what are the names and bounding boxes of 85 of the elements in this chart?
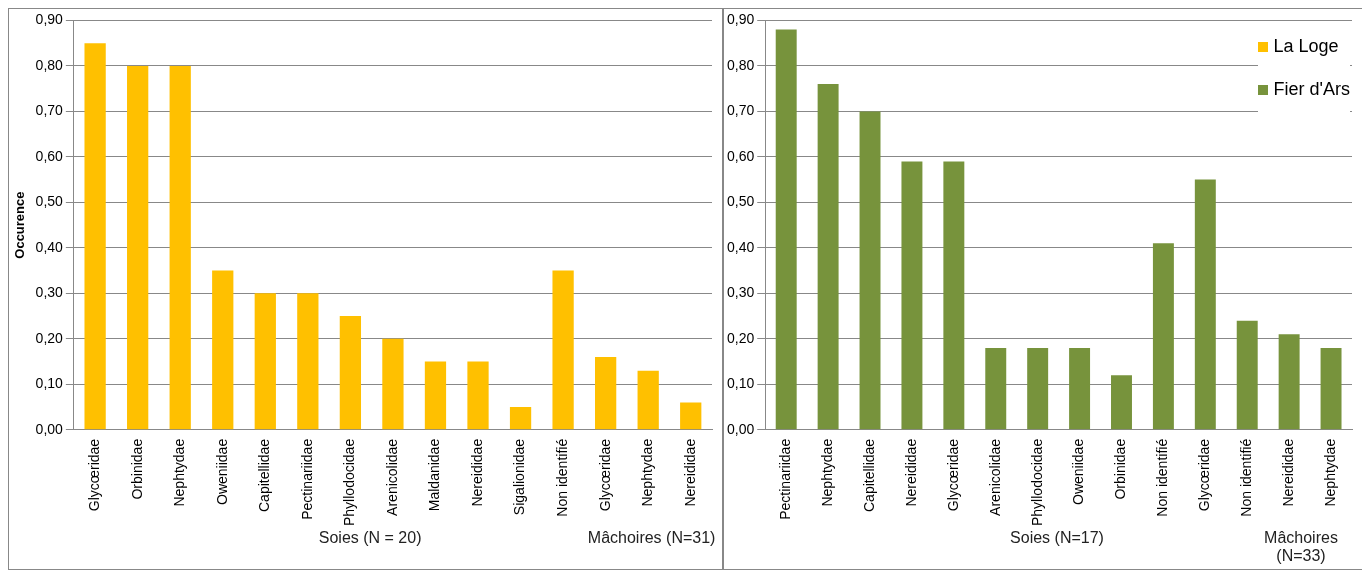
bar bbox=[775, 29, 797, 430]
x-tick-label: Nereididae bbox=[468, 438, 485, 507]
text: Soies (N = 20) bbox=[317, 529, 423, 548]
x-tick-label: Capitellidae bbox=[256, 438, 273, 512]
text: Mâchoires (N=31) bbox=[586, 529, 717, 548]
bar bbox=[467, 361, 489, 430]
bar bbox=[169, 65, 191, 430]
bar bbox=[1069, 347, 1091, 430]
bar bbox=[297, 293, 319, 430]
x-tick-label: Glycœridae bbox=[1196, 438, 1213, 512]
y-tick-label: 0,80 bbox=[35, 56, 64, 73]
y-tick-label: 0,10 bbox=[35, 375, 64, 392]
bar bbox=[1236, 320, 1258, 430]
text: Mâchoires (N=33) bbox=[1263, 529, 1339, 566]
x-tick-label: Nereididae bbox=[681, 438, 698, 507]
y-tick-label: 0,40 bbox=[727, 238, 755, 255]
bar bbox=[985, 347, 1007, 430]
bar bbox=[254, 293, 276, 430]
x-tick-label: Nereididae bbox=[1279, 438, 1296, 507]
bar bbox=[859, 111, 881, 430]
y-tick-label: 0,90 bbox=[35, 11, 64, 28]
y-tick-label: 0,20 bbox=[727, 329, 755, 346]
bar bbox=[382, 338, 404, 430]
x-tick-label: Orbinidae bbox=[1112, 438, 1129, 500]
y-tick-label: 0,60 bbox=[727, 147, 755, 164]
x-tick-label: Phyllodocidae bbox=[1028, 438, 1045, 526]
x-tick-label: Glycœridae bbox=[596, 438, 613, 512]
bar bbox=[595, 357, 617, 430]
bar bbox=[552, 270, 574, 430]
x-tick-label: Non identifié bbox=[1154, 438, 1171, 517]
bar bbox=[1152, 243, 1174, 430]
bar bbox=[1111, 375, 1132, 430]
x-tick-label: Nephtydae bbox=[818, 438, 835, 507]
y-tick-label: 0,90 bbox=[727, 11, 755, 28]
x-tick-label: Arenicolidae bbox=[986, 438, 1003, 516]
y-tick-label: 0,00 bbox=[35, 420, 64, 437]
bar bbox=[1194, 179, 1216, 430]
y-tick-label: 0,20 bbox=[35, 329, 64, 346]
bar bbox=[1278, 334, 1300, 430]
bar bbox=[509, 407, 532, 430]
y-tick-label: 0,70 bbox=[35, 102, 64, 119]
y-tick-label: 0,30 bbox=[35, 284, 64, 301]
y-tick-label: 0,50 bbox=[35, 193, 64, 210]
bar bbox=[637, 370, 659, 430]
bar bbox=[212, 270, 234, 430]
x-tick-label: Sigalionidae bbox=[511, 438, 528, 516]
y-tick-label: 0,40 bbox=[35, 238, 64, 255]
x-tick-label: Orbinidae bbox=[128, 438, 145, 500]
x-tick-label: Nephtydae bbox=[1321, 438, 1338, 507]
bar bbox=[680, 402, 702, 430]
bar bbox=[901, 161, 923, 430]
y-tick-label: 0,60 bbox=[35, 147, 64, 164]
text: Soies (N=17) bbox=[1009, 529, 1105, 548]
bar bbox=[339, 316, 362, 430]
x-tick-label: Nephtydae bbox=[639, 438, 656, 507]
bar bbox=[84, 43, 106, 430]
bar bbox=[817, 84, 839, 430]
x-tick-label: Oweniidae bbox=[213, 438, 230, 505]
y-tick-label: 0,70 bbox=[727, 102, 755, 119]
x-tick-label: Oweniidae bbox=[1070, 438, 1087, 505]
legend-label: Fier d'Ars bbox=[1273, 79, 1350, 100]
bar bbox=[1320, 347, 1342, 430]
x-tick-label: Glycœridae bbox=[944, 438, 961, 512]
x-tick-label: Pectinariidae bbox=[298, 438, 315, 520]
legend-label: La Loge bbox=[1273, 36, 1339, 57]
x-tick-label: Pectinariidae bbox=[777, 438, 794, 520]
y-tick-label: 0,00 bbox=[727, 420, 755, 437]
y-tick-label: 0,30 bbox=[727, 284, 755, 301]
bar bbox=[127, 65, 149, 430]
x-tick-label: Nephtydae bbox=[171, 438, 188, 507]
x-tick-label: Non identifié bbox=[553, 438, 570, 517]
x-tick-label: Capitellidae bbox=[860, 438, 877, 512]
bar bbox=[1027, 347, 1049, 430]
x-tick-label: Maldanidae bbox=[426, 438, 443, 512]
y-tick-label: 0,80 bbox=[727, 56, 755, 73]
x-tick-label: Arenicolidae bbox=[383, 438, 400, 516]
x-tick-label: Non identifié bbox=[1238, 438, 1255, 517]
x-tick-label: Nereididae bbox=[902, 438, 919, 507]
bar bbox=[424, 361, 447, 430]
y-axis-title: Occurence bbox=[12, 191, 28, 259]
y-tick-label: 0,50 bbox=[727, 193, 755, 210]
x-tick-label: Glycœridae bbox=[85, 438, 102, 512]
bar bbox=[943, 161, 965, 430]
y-tick-label: 0,10 bbox=[727, 375, 755, 392]
x-tick-label: Phyllodocidae bbox=[341, 438, 358, 526]
